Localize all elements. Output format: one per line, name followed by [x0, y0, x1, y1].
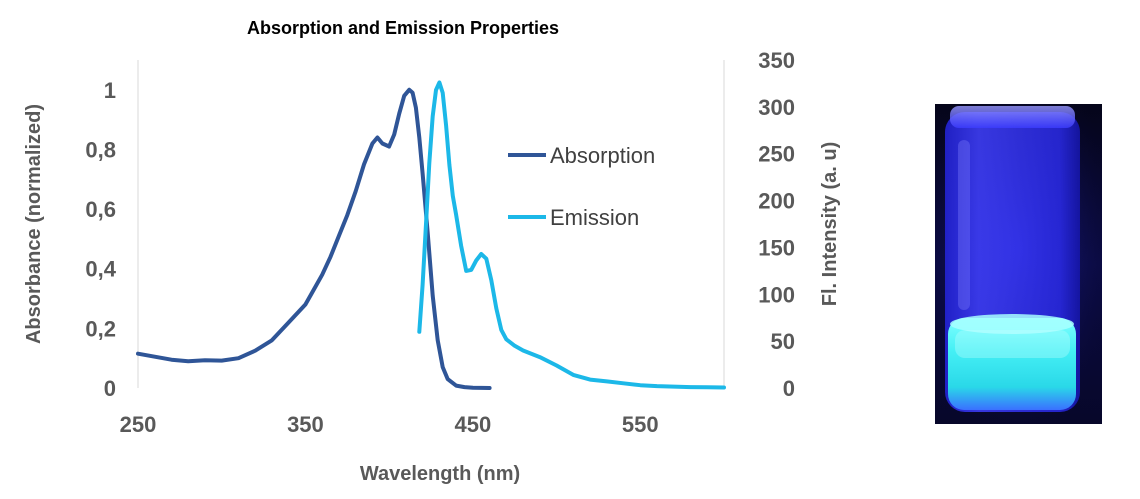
y2-tick-label: 100 [758, 282, 795, 307]
x-tick-label: 350 [287, 412, 324, 437]
y-axis-title: Absorbance (normalized) [23, 104, 45, 344]
y-tick-label: 0,6 [85, 197, 116, 222]
legend: Absorption Emission [508, 143, 655, 230]
x-tick-label: 450 [454, 412, 491, 437]
liquid-glow [955, 330, 1070, 358]
y-tick-label: 0,8 [85, 137, 116, 162]
y2-tick-label: 0 [783, 376, 795, 401]
liquid-meniscus [950, 314, 1074, 334]
y2-tick-label: 300 [758, 95, 795, 120]
x-tick-label: 550 [622, 412, 659, 437]
x-tick-labels: 250 350 450 550 [120, 412, 659, 437]
series-line-emission [417, 80, 726, 390]
y2-tick-labels: 0 50 100 150 200 250 300 350 [758, 48, 795, 401]
y-tick-labels: 0 0,2 0,4 0,6 0,8 1 [85, 78, 116, 401]
y2-axis-title: Fl. Intensity (a. u) [819, 142, 841, 306]
y-tick-label: 0,2 [85, 316, 116, 341]
y2-tick-label: 50 [771, 329, 795, 354]
vial-rim [950, 106, 1075, 128]
y-tick-label: 0,4 [85, 257, 116, 282]
vial-photo [935, 104, 1102, 424]
y-tick-label: 0 [104, 376, 116, 401]
y-tick-label: 1 [104, 78, 116, 103]
plot-area: 0 0,2 0,4 0,6 0,8 1 0 50 100 150 200 250 300 350 250… [85, 48, 795, 437]
legend-label-emission: Emission [550, 205, 639, 230]
legend-label-absorption: Absorption [550, 143, 655, 168]
x-tick-label: 250 [120, 412, 157, 437]
y2-tick-label: 150 [758, 235, 795, 260]
vial-highlight [958, 140, 970, 310]
x-axis-title: Wavelength (nm) [360, 463, 520, 485]
y2-tick-label: 350 [758, 48, 795, 73]
vial-liquid [948, 318, 1076, 410]
y2-tick-label: 250 [758, 142, 795, 167]
y2-tick-label: 200 [758, 189, 795, 214]
chart-title: Absorption and Emission Properties [247, 18, 559, 38]
series-line-absorption [136, 87, 492, 390]
series-layer [136, 80, 726, 390]
